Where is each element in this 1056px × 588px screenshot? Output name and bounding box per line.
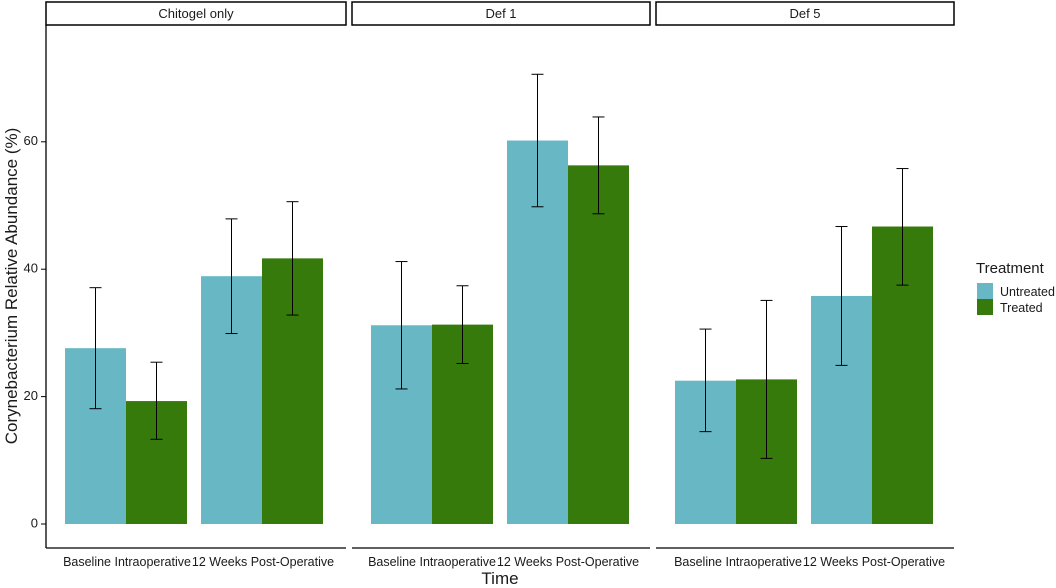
- x-tick-label-panel-3-baseline: Baseline Intraoperative: [674, 555, 802, 569]
- legend: Treatment Untreated Treated: [976, 260, 1055, 315]
- legend-label-treated: Treated: [1000, 301, 1043, 315]
- error-bar-chitogel-only-12-weeks-post-operative-treated: [286, 201, 299, 316]
- legend-label-untreated: Untreated: [1000, 285, 1055, 299]
- bar-def-1-12-weeks-post-operative-treated: [568, 165, 629, 524]
- strip-box-def-5: [655, 1, 955, 26]
- x-tick-label-panel-2-12-weeks: 12 Weeks Post-Operative: [497, 555, 639, 569]
- y-tick-label-20: 20: [24, 388, 38, 403]
- x-tick-label-panel-2-baseline: Baseline Intraoperative: [368, 555, 496, 569]
- strip-box-def-1: [351, 1, 651, 26]
- strip-box-chitogel-only: [45, 1, 347, 26]
- x-tick-label-panel-1-12-weeks: 12 Weeks Post-Operative: [192, 555, 334, 569]
- error-bar-def-5-12-weeks-post-operative-treated: [896, 168, 909, 286]
- y-tick-40: 40: [24, 261, 46, 276]
- bars-layer: [65, 73, 933, 524]
- x-tick-label-panel-1-baseline: Baseline Intraoperative: [63, 555, 191, 569]
- strip-header-def-5: Def 5: [655, 1, 955, 26]
- legend-swatch-untreated: [977, 283, 993, 299]
- error-bar-chitogel-only-12-weeks-post-operative-untreated: [225, 218, 238, 335]
- error-bar-def-1-baseline-intraoperative-untreated: [395, 261, 408, 390]
- error-bar-def-5-baseline-intraoperative-treated: [760, 299, 773, 459]
- error-bar-def-1-12-weeks-post-operative-treated: [592, 116, 605, 215]
- strip-title-def-5: Def 5: [789, 6, 820, 21]
- y-tick-0: 0: [31, 515, 46, 530]
- y-tick-20: 20: [24, 388, 46, 403]
- error-bar-def-1-12-weeks-post-operative-untreated: [531, 73, 544, 208]
- error-bar-chitogel-only-baseline-intraoperative-untreated: [89, 287, 102, 410]
- error-bar-chitogel-only-baseline-intraoperative-treated: [150, 361, 163, 440]
- x-tick-label-panel-3-12-weeks: 12 Weeks Post-Operative: [803, 555, 945, 569]
- y-tick-label-40: 40: [24, 261, 38, 276]
- y-tick-60: 60: [24, 133, 46, 148]
- strip-title-chitogel-only: Chitogel only: [158, 6, 234, 21]
- strip-header-chitogel-only: Chitogel only: [45, 1, 347, 26]
- legend-title: Treatment: [976, 260, 1045, 277]
- error-bar-def-1-baseline-intraoperative-treated: [456, 285, 469, 364]
- error-bar-def-5-12-weeks-post-operative-untreated: [835, 226, 848, 366]
- legend-swatch-treated: [977, 299, 993, 315]
- y-tick-label-60: 60: [24, 133, 38, 148]
- strip-title-def-1: Def 1: [485, 6, 516, 21]
- strip-header-def-1: Def 1: [351, 1, 651, 26]
- y-axis-title: Corynebacterium Relative Abundance (%): [2, 128, 21, 445]
- x-axis-title: Time: [481, 569, 518, 588]
- y-tick-label-0: 0: [31, 515, 38, 530]
- error-bar-def-5-baseline-intraoperative-untreated: [699, 328, 712, 433]
